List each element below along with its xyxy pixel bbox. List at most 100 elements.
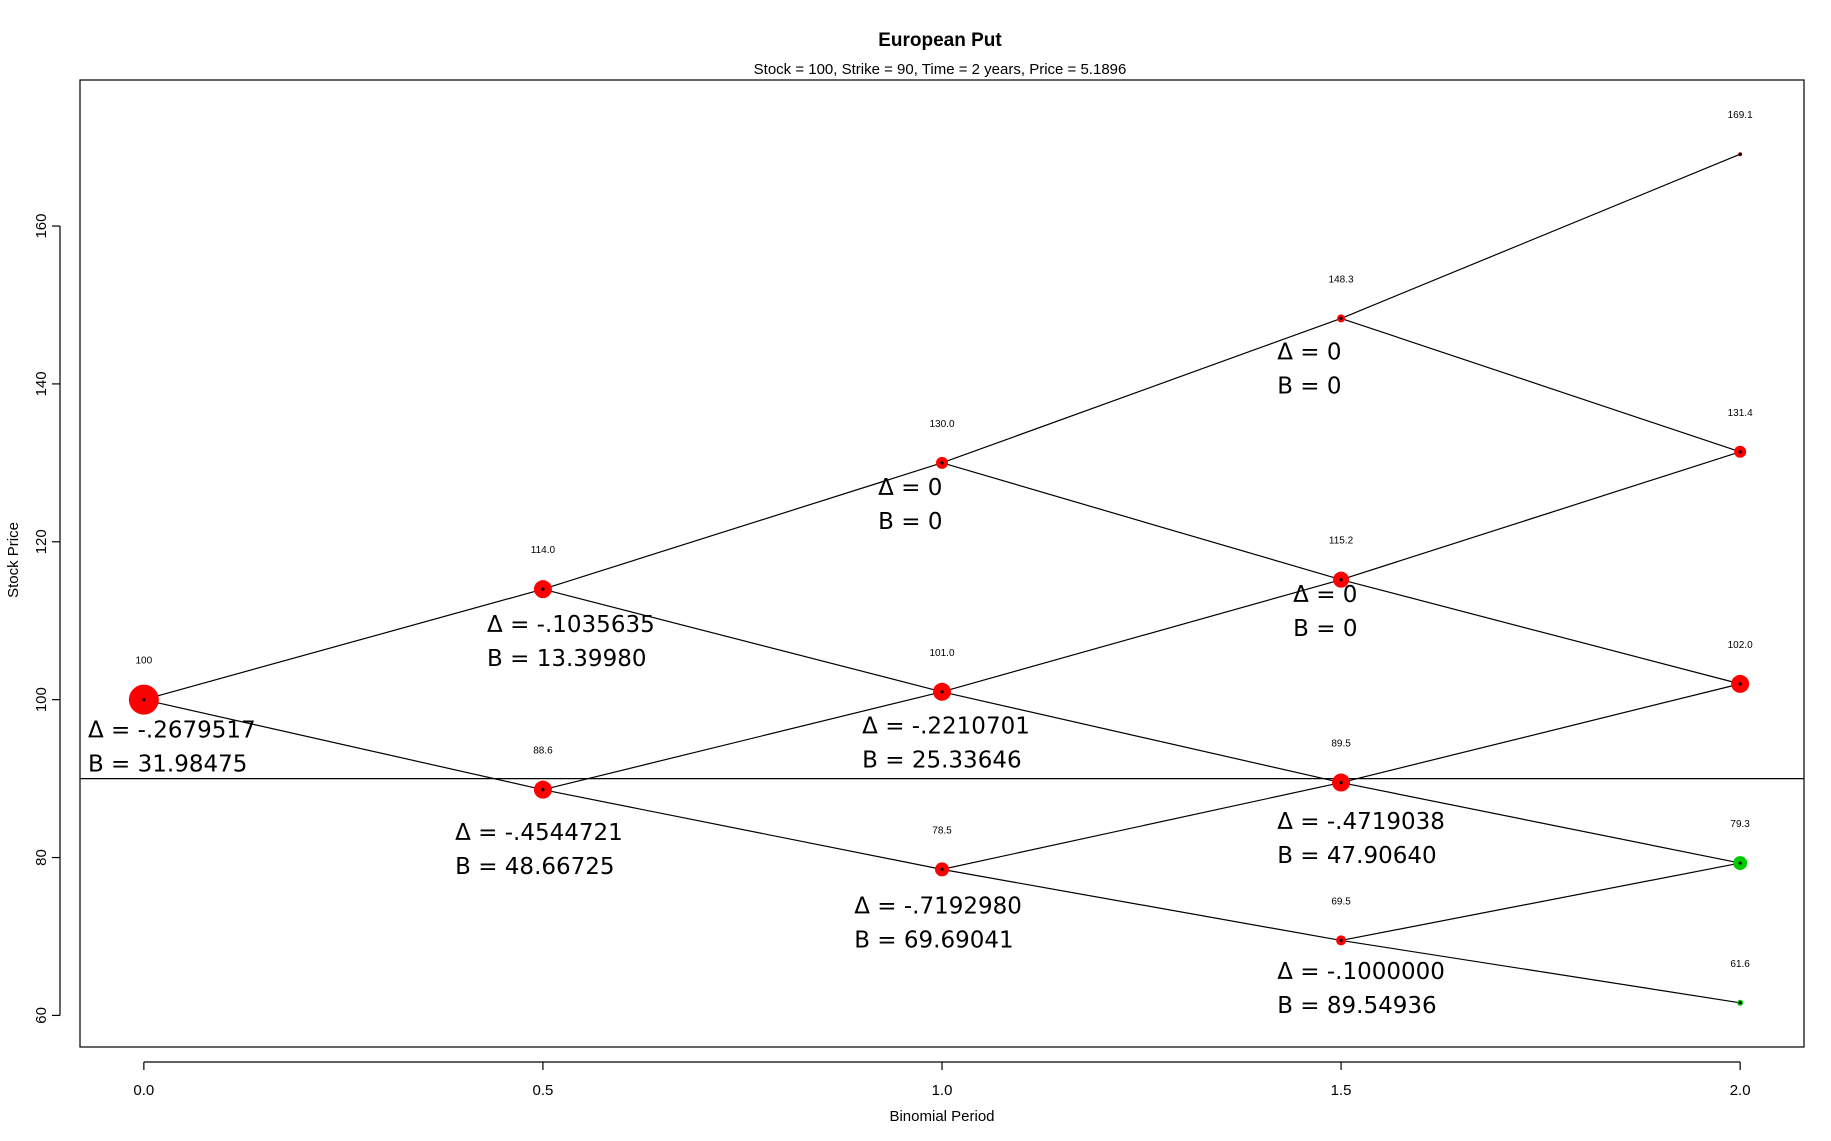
plot-frame bbox=[79, 79, 1805, 1048]
delta-value: Δ = -.1000000 bbox=[1277, 959, 1445, 985]
node-price-label: 115.2 bbox=[1329, 536, 1354, 547]
node-price-label: 131.4 bbox=[1728, 408, 1753, 419]
tree-edge bbox=[1340, 781, 1741, 864]
delta-value: Δ = -.4719038 bbox=[1277, 809, 1445, 835]
y-tick-label: 140 bbox=[33, 371, 50, 396]
b-value: B = 0 bbox=[878, 509, 942, 535]
chart-title: European Put bbox=[878, 30, 1002, 51]
b-value: B = 0 bbox=[1277, 373, 1341, 399]
y-axis: 60 80 100 120 140 160 bbox=[33, 214, 61, 1024]
delta-b-annotation: Δ = 0 B = 0 bbox=[1277, 339, 1341, 399]
delta-value: Δ = -.1035635 bbox=[487, 612, 655, 638]
tree-edge bbox=[143, 699, 544, 791]
delta-b-annotations: Δ = -.2679517 B = 31.98475 Δ = -.1035635 B … bbox=[88, 339, 1445, 1019]
node-price-label: 114.0 bbox=[531, 545, 556, 556]
delta-value: Δ = 0 bbox=[878, 475, 942, 501]
b-value: B = 0 bbox=[1293, 616, 1357, 642]
tree-edge bbox=[1340, 153, 1741, 319]
tree-node-center bbox=[1738, 861, 1742, 865]
node-price-labels: 100 114.0 88.6 130.0 101.0 78.5 148.3 115.2 89.5… bbox=[136, 110, 1754, 970]
b-value: B = 69.69041 bbox=[854, 928, 1013, 954]
node-price-label: 89.5 bbox=[1331, 739, 1351, 750]
y-tick-label: 100 bbox=[33, 687, 50, 712]
tree-edge bbox=[941, 462, 1342, 581]
x-tick-label: 2.0 bbox=[1730, 1082, 1751, 1099]
tree-node-center bbox=[1339, 780, 1343, 785]
delta-b-annotation: Δ = -.1000000 B = 89.54936 bbox=[1277, 959, 1445, 1019]
tree-edge bbox=[1340, 317, 1741, 453]
x-tick-label: 0.5 bbox=[532, 1082, 553, 1099]
x-tick-label: 0.0 bbox=[133, 1082, 154, 1099]
tree-edge bbox=[542, 588, 943, 693]
node-price-label: 169.1 bbox=[1728, 110, 1753, 121]
node-price-label: 102.0 bbox=[1728, 640, 1753, 651]
delta-value: Δ = -.4544721 bbox=[455, 820, 623, 846]
tree-node-center bbox=[1738, 1001, 1742, 1005]
tree-edge bbox=[1340, 862, 1741, 942]
y-axis-label: Stock Price bbox=[5, 522, 22, 598]
delta-b-annotation: Δ = 0 B = 0 bbox=[1293, 582, 1357, 642]
node-price-label: 101.0 bbox=[929, 648, 954, 659]
tree-node-center bbox=[1339, 938, 1343, 943]
node-price-label: 79.3 bbox=[1730, 819, 1750, 830]
delta-value: Δ = 0 bbox=[1277, 339, 1341, 365]
node-price-label: 88.6 bbox=[533, 746, 553, 757]
tree-edge bbox=[1340, 939, 1741, 1004]
node-price-label: 78.5 bbox=[932, 825, 952, 836]
delta-value: Δ = -.7192980 bbox=[854, 894, 1022, 920]
tree-node-center bbox=[1339, 578, 1343, 582]
tree-edge bbox=[542, 789, 943, 870]
y-tick-label: 120 bbox=[33, 529, 50, 554]
delta-b-annotation: Δ = -.7192980 B = 69.69041 bbox=[854, 894, 1022, 954]
tree-node-center bbox=[1738, 682, 1742, 686]
tree-node-center bbox=[940, 690, 944, 694]
tree-node-center bbox=[1738, 450, 1742, 454]
b-value: B = 25.33646 bbox=[862, 748, 1021, 774]
tree-edge bbox=[1340, 451, 1741, 581]
tree-edge bbox=[941, 691, 1342, 784]
tree-edge bbox=[941, 868, 1342, 942]
tree-node-center bbox=[1738, 152, 1742, 156]
b-value: B = 47.90640 bbox=[1277, 843, 1436, 869]
tree-edges bbox=[143, 153, 1741, 1004]
node-price-label: 148.3 bbox=[1329, 274, 1354, 285]
tree-node-center bbox=[940, 461, 944, 465]
tree-node-center bbox=[142, 698, 146, 702]
b-value: B = 13.39980 bbox=[487, 646, 646, 672]
tree-edge bbox=[941, 579, 1342, 693]
x-tick-label: 1.0 bbox=[932, 1082, 953, 1099]
tree-edge bbox=[1340, 579, 1741, 685]
tree-edge bbox=[1340, 683, 1741, 784]
y-tick-label: 80 bbox=[33, 849, 50, 866]
b-value: B = 89.54936 bbox=[1277, 993, 1436, 1019]
tree-edge bbox=[542, 691, 943, 791]
x-axis: 0.0 0.5 1.0 1.5 2.0 bbox=[133, 1061, 1751, 1099]
tree-node-center bbox=[541, 788, 545, 792]
tree-nodes bbox=[128, 152, 1750, 1006]
tree-edge bbox=[143, 588, 544, 701]
y-tick-label: 60 bbox=[33, 1007, 50, 1024]
delta-value: Δ = -.2210701 bbox=[862, 714, 1030, 740]
chart-subtitle: Stock = 100, Strike = 90, Time = 2 years… bbox=[754, 61, 1127, 78]
delta-b-annotation: Δ = -.4719038 B = 47.90640 bbox=[1277, 809, 1445, 869]
b-value: B = 48.66725 bbox=[455, 854, 614, 880]
delta-b-annotation: Δ = 0 B = 0 bbox=[878, 475, 942, 535]
node-price-label: 100 bbox=[136, 656, 153, 667]
tree-node-center bbox=[940, 867, 944, 871]
delta-value: Δ = -.2679517 bbox=[88, 718, 256, 744]
tree-edge bbox=[941, 317, 1342, 464]
node-price-label: 69.5 bbox=[1331, 896, 1351, 907]
tree-node-center bbox=[1339, 316, 1343, 320]
delta-value: Δ = 0 bbox=[1293, 582, 1357, 608]
tree-edge bbox=[941, 781, 1342, 870]
node-price-label: 130.0 bbox=[929, 419, 954, 430]
delta-b-annotation: Δ = -.1035635 B = 13.39980 bbox=[487, 612, 655, 672]
delta-b-annotation: Δ = -.2210701 B = 25.33646 bbox=[862, 714, 1030, 774]
x-tick-label: 1.5 bbox=[1331, 1082, 1352, 1099]
node-price-label: 61.6 bbox=[1730, 959, 1750, 970]
tree-node-center bbox=[541, 587, 545, 591]
delta-b-annotation: Δ = -.4544721 B = 48.66725 bbox=[455, 820, 623, 880]
b-value: B = 31.98475 bbox=[88, 752, 247, 778]
tree-edge bbox=[542, 462, 943, 590]
